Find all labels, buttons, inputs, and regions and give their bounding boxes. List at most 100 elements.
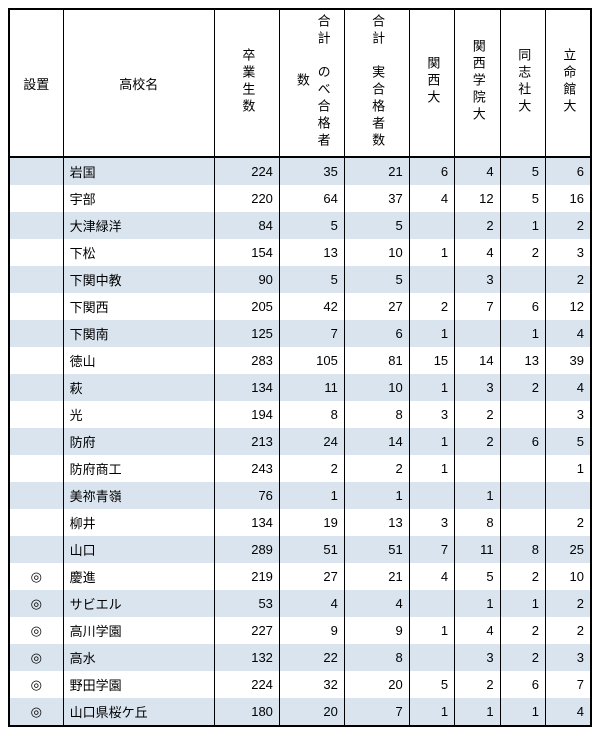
doshisha-cell: 1: [500, 212, 545, 239]
school-cell: 柳井: [63, 509, 214, 536]
header-doshisha: 同志社大: [500, 9, 545, 157]
table-row: 光19488323: [9, 401, 591, 428]
doshisha-cell: [500, 509, 545, 536]
total-nobe-cell: 35: [279, 157, 344, 185]
installed-cell: ◎: [9, 590, 63, 617]
kwansei-cell: 3: [455, 266, 500, 293]
header-school: 高校名: [63, 9, 214, 157]
installed-cell: [9, 293, 63, 320]
doshisha-cell: 2: [500, 374, 545, 401]
total-nobe-cell: 105: [279, 347, 344, 374]
installed-cell: [9, 374, 63, 401]
kansai-cell: 1: [409, 617, 454, 644]
kwansei-cell: 7: [455, 293, 500, 320]
kwansei-cell: [455, 320, 500, 347]
total-nobe-cell: 11: [279, 374, 344, 401]
kansai-cell: [409, 644, 454, 671]
kansai-cell: 4: [409, 185, 454, 212]
ritsumeikan-cell: 3: [546, 239, 592, 266]
graduates-cell: 125: [215, 320, 280, 347]
kwansei-cell: 2: [455, 401, 500, 428]
school-cell: 下関中教: [63, 266, 214, 293]
table-row: ◎高川学園227991422: [9, 617, 591, 644]
total-jitsu-cell: 21: [344, 157, 409, 185]
kansai-cell: 5: [409, 671, 454, 698]
graduates-cell: 134: [215, 374, 280, 401]
school-cell: 山口: [63, 536, 214, 563]
total-jitsu-cell: 20: [344, 671, 409, 698]
graduates-cell: 213: [215, 428, 280, 455]
school-cell: 高川学園: [63, 617, 214, 644]
installed-cell: [9, 239, 63, 266]
total-nobe-cell: 20: [279, 698, 344, 726]
school-cell: 下松: [63, 239, 214, 266]
table-row: ◎慶進219272145210: [9, 563, 591, 590]
doshisha-cell: 13: [500, 347, 545, 374]
kansai-cell: 1: [409, 320, 454, 347]
total-nobe-cell: 1: [279, 482, 344, 509]
total-jitsu-cell: 9: [344, 617, 409, 644]
ritsumeikan-cell: 16: [546, 185, 592, 212]
kwansei-cell: 1: [455, 590, 500, 617]
installed-cell: [9, 212, 63, 239]
doshisha-cell: 1: [500, 320, 545, 347]
table-row: 宇部2206437412516: [9, 185, 591, 212]
graduates-cell: 76: [215, 482, 280, 509]
school-cell: 山口県桜ケ丘: [63, 698, 214, 726]
total-nobe-cell: 8: [279, 401, 344, 428]
school-cell: 光: [63, 401, 214, 428]
graduates-cell: 243: [215, 455, 280, 482]
kwansei-cell: 1: [455, 698, 500, 726]
total-jitsu-cell: 10: [344, 374, 409, 401]
ritsumeikan-cell: 6: [546, 157, 592, 185]
kwansei-cell: 4: [455, 617, 500, 644]
admissions-table: 設置 高校名 卒業生数 合計 のべ合格者数 合計 実合格者数 関西大 関西学院大…: [8, 8, 592, 727]
total-nobe-cell: 13: [279, 239, 344, 266]
table-row: ◎野田学園22432205267: [9, 671, 591, 698]
kwansei-cell: 3: [455, 374, 500, 401]
kansai-cell: 2: [409, 293, 454, 320]
ritsumeikan-cell: 4: [546, 698, 592, 726]
total-jitsu-cell: 5: [344, 212, 409, 239]
table-row: 防府商工2432211: [9, 455, 591, 482]
kansai-cell: 1: [409, 374, 454, 401]
installed-cell: [9, 509, 63, 536]
total-jitsu-cell: 51: [344, 536, 409, 563]
kwansei-cell: 4: [455, 157, 500, 185]
total-jitsu-cell: 2: [344, 455, 409, 482]
kwansei-cell: 14: [455, 347, 500, 374]
total-nobe-cell: 32: [279, 671, 344, 698]
total-jitsu-cell: 5: [344, 266, 409, 293]
header-graduates: 卒業生数: [215, 9, 280, 157]
ritsumeikan-cell: 12: [546, 293, 592, 320]
graduates-cell: 84: [215, 212, 280, 239]
installed-cell: [9, 401, 63, 428]
ritsumeikan-cell: 2: [546, 266, 592, 293]
table-row: ◎高水132228323: [9, 644, 591, 671]
kansai-cell: 4: [409, 563, 454, 590]
total-nobe-cell: 4: [279, 590, 344, 617]
header-kansai: 関西大: [409, 9, 454, 157]
ritsumeikan-cell: 3: [546, 644, 592, 671]
installed-cell: ◎: [9, 698, 63, 726]
total-jitsu-cell: 7: [344, 698, 409, 726]
table-row: 下関中教905532: [9, 266, 591, 293]
kwansei-cell: [455, 455, 500, 482]
table-row: ◎山口県桜ケ丘1802071114: [9, 698, 591, 726]
ritsumeikan-cell: 2: [546, 617, 592, 644]
doshisha-cell: [500, 401, 545, 428]
table-row: ◎サビエル5344112: [9, 590, 591, 617]
installed-cell: [9, 266, 63, 293]
table-row: 大津緑洋8455212: [9, 212, 591, 239]
total-nobe-cell: 42: [279, 293, 344, 320]
ritsumeikan-cell: 2: [546, 509, 592, 536]
total-jitsu-cell: 8: [344, 401, 409, 428]
ritsumeikan-cell: 5: [546, 428, 592, 455]
table-row: 柳井1341913382: [9, 509, 591, 536]
graduates-cell: 90: [215, 266, 280, 293]
kansai-cell: [409, 266, 454, 293]
graduates-cell: 289: [215, 536, 280, 563]
school-cell: 宇部: [63, 185, 214, 212]
total-jitsu-cell: 1: [344, 482, 409, 509]
kwansei-cell: 12: [455, 185, 500, 212]
